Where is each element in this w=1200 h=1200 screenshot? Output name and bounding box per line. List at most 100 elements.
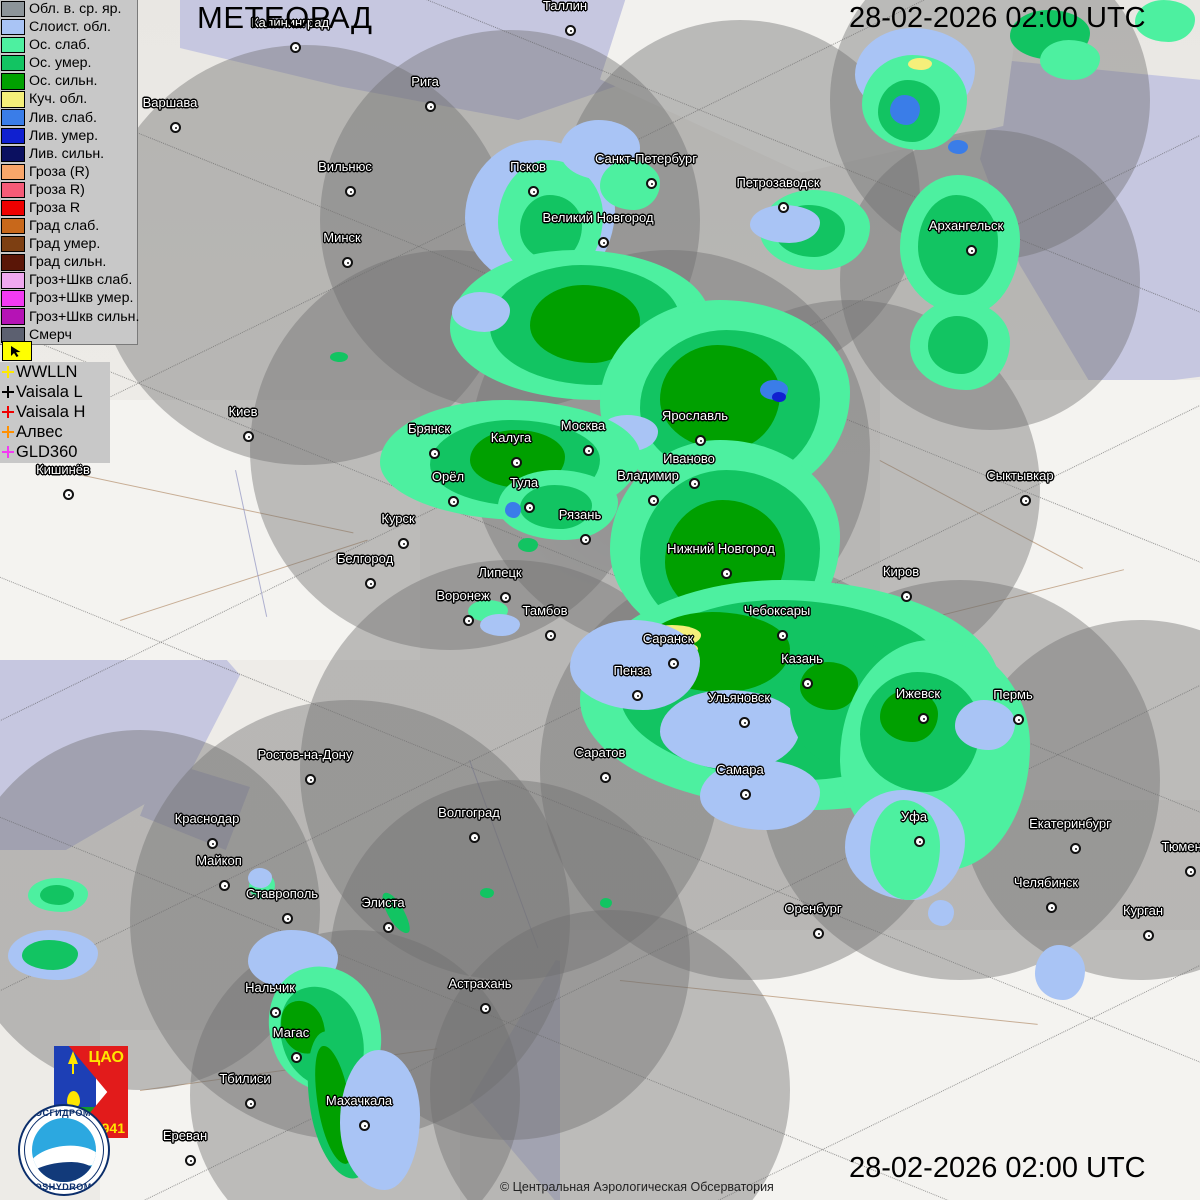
city-label: Ярославль	[661, 408, 729, 423]
city-label: Нальчик	[245, 980, 295, 995]
city-dot-icon	[914, 836, 925, 847]
city-dot-icon	[463, 615, 474, 626]
echo-precip-heavy	[660, 345, 780, 450]
legend-row[interactable]: Гроз+Шкв умер.	[0, 290, 137, 308]
city-label: Самара	[716, 762, 764, 777]
city-dot-icon	[290, 42, 301, 53]
city-dot-icon	[648, 495, 659, 506]
legend-row[interactable]: Град умер.	[0, 235, 137, 253]
city-dot-icon	[583, 445, 594, 456]
city-dot-icon	[480, 1003, 491, 1014]
city-label: Варшава	[142, 95, 198, 110]
legend-label: Лив. сильн.	[29, 145, 105, 162]
echo-stratus	[660, 690, 800, 770]
cursor-arrow-icon	[11, 346, 21, 357]
legend-label: Лив. слаб.	[29, 109, 97, 126]
city-dot-icon	[1013, 714, 1024, 725]
legend-row[interactable]: Град слаб.	[0, 217, 137, 235]
echo-shower-moderate	[505, 502, 521, 518]
echo-precip-moderate	[928, 316, 988, 374]
city-dot-icon	[170, 122, 181, 133]
city-label: Магас	[272, 1025, 310, 1040]
city-label: Архангельск	[928, 218, 1004, 233]
lightning-network-row[interactable]: WWLLN	[0, 362, 110, 382]
city-label: Санкт-Петербург	[595, 151, 697, 166]
city-label: Петрозаводск	[736, 175, 820, 190]
lightning-network-row[interactable]: Vaisala L	[0, 382, 110, 402]
echo-cumulus	[908, 58, 932, 70]
city-dot-icon	[342, 257, 353, 268]
city-label: Элиста	[361, 895, 405, 910]
legend-row[interactable]: Гроз+Шкв слаб.	[0, 271, 137, 289]
city-dot-icon	[448, 496, 459, 507]
legend-swatch	[1, 290, 25, 307]
legend-label: Гроз+Шкв умер.	[29, 290, 134, 307]
legend-row[interactable]: Лив. слаб.	[0, 109, 137, 127]
legend-row[interactable]: Гроза R	[0, 199, 137, 217]
echo-precip-moderate	[40, 885, 74, 905]
city-dot-icon	[600, 772, 611, 783]
legend-row[interactable]: Гроза (R)	[0, 163, 137, 181]
echo-precip-moderate	[918, 195, 998, 295]
legend-row[interactable]: Град сильн.	[0, 253, 137, 271]
lightning-network-row[interactable]: Vaisala H	[0, 402, 110, 422]
seal-text-ru: РОСГИДРОМЕТ	[28, 1108, 104, 1118]
city-dot-icon	[63, 489, 74, 500]
lightning-cross-icon	[1, 385, 15, 399]
city-dot-icon	[598, 237, 609, 248]
legend-swatch	[1, 272, 25, 289]
legend-label: Град сильн.	[29, 254, 107, 271]
city-label: Чебоксары	[743, 603, 811, 618]
legend-label: Град умер.	[29, 236, 101, 253]
city-dot-icon	[365, 578, 376, 589]
legend-row[interactable]: Обл. в. ср. яр.	[0, 0, 137, 18]
city-label: Челябинск	[1013, 875, 1079, 890]
legend-row[interactable]: Ос. слаб.	[0, 36, 137, 54]
city-label: Уфа	[900, 809, 928, 824]
city-dot-icon	[245, 1098, 256, 1109]
city-label: Курск	[381, 511, 415, 526]
echo-shower-heavy	[772, 392, 786, 402]
timestamp-top: 28-02-2026 02:00 UTC	[849, 2, 1146, 34]
city-label: Великий Новгород	[542, 210, 654, 225]
legend-row[interactable]: Лив. умер.	[0, 127, 137, 145]
cursor-indicator-box[interactable]	[2, 341, 32, 361]
legend-swatch	[1, 109, 25, 126]
seal-ring	[24, 1110, 104, 1190]
legend-swatch	[1, 145, 25, 162]
legend-row[interactable]: Слоист. обл.	[0, 18, 137, 36]
city-dot-icon	[429, 448, 440, 459]
echo-precip-moderate	[600, 898, 612, 908]
lightning-network-row[interactable]: GLD360	[0, 442, 110, 462]
lightning-network-label: Алвес	[16, 422, 63, 441]
city-dot-icon	[1046, 902, 1057, 913]
echo-stratus	[700, 760, 820, 830]
lightning-network-label: Vaisala L	[16, 382, 83, 401]
legend-swatch	[1, 236, 25, 253]
city-dot-icon	[632, 690, 643, 701]
echo-stratus	[340, 1050, 420, 1190]
legend-row[interactable]: Гроза R)	[0, 181, 137, 199]
legend-row[interactable]: Куч. обл.	[0, 90, 137, 108]
city-dot-icon	[383, 922, 394, 933]
city-dot-icon	[469, 832, 480, 843]
city-dot-icon	[1070, 843, 1081, 854]
legend-label: Гроз+Шкв слаб.	[29, 272, 133, 289]
legend-row[interactable]: Ос. сильн.	[0, 72, 137, 90]
legend-swatch	[1, 181, 25, 199]
legend-row[interactable]: Ос. умер.	[0, 54, 137, 72]
city-dot-icon	[778, 202, 789, 213]
city-label: Екатеринбург	[1029, 816, 1111, 831]
city-dot-icon	[721, 568, 732, 579]
lightning-network-row[interactable]: Алвес	[0, 422, 110, 442]
city-label: Курган	[1122, 903, 1164, 918]
city-label: Москва	[560, 418, 606, 433]
radar-coverage-disc	[430, 910, 790, 1200]
legend-row[interactable]: Лив. сильн.	[0, 145, 137, 163]
legend-label: Ос. сильн.	[29, 73, 98, 90]
city-dot-icon	[243, 431, 254, 442]
legend-row[interactable]: Гроз+Шкв сильн.	[0, 308, 139, 326]
lightning-cross-icon	[1, 405, 15, 419]
echo-stratus	[1035, 945, 1085, 1000]
seal-wave-dark	[32, 1162, 96, 1182]
